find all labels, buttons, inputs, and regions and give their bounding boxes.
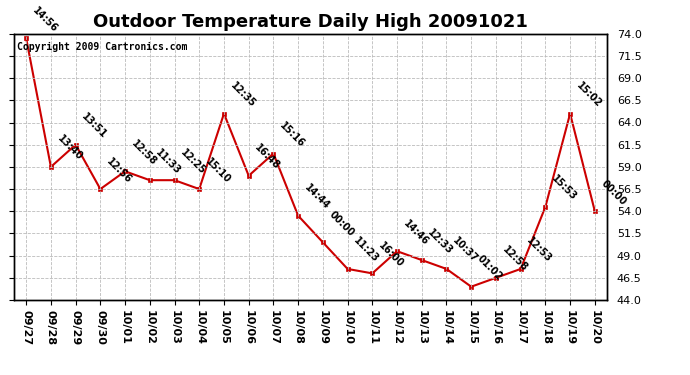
Text: 11:23: 11:23 (352, 236, 381, 265)
Text: 13:51: 13:51 (80, 111, 109, 141)
Text: 12:58: 12:58 (500, 244, 529, 274)
Text: 11:33: 11:33 (154, 147, 183, 176)
Text: 13:40: 13:40 (55, 134, 84, 163)
Text: 16:48: 16:48 (253, 142, 282, 172)
Text: 00:00: 00:00 (327, 209, 356, 238)
Text: 12:56: 12:56 (104, 156, 133, 185)
Text: 14:46: 14:46 (401, 218, 430, 247)
Text: 15:53: 15:53 (549, 174, 578, 202)
Title: Outdoor Temperature Daily High 20091021: Outdoor Temperature Daily High 20091021 (93, 13, 528, 31)
Text: 12:25: 12:25 (179, 147, 208, 176)
Text: 01:02: 01:02 (475, 254, 504, 282)
Text: 16:00: 16:00 (377, 240, 406, 269)
Text: 15:16: 15:16 (277, 120, 306, 149)
Text: 12:35: 12:35 (228, 81, 257, 110)
Text: 14:56: 14:56 (30, 5, 59, 34)
Text: 15:10: 15:10 (204, 156, 233, 185)
Text: 12:58: 12:58 (129, 138, 158, 167)
Text: 10:37: 10:37 (451, 236, 480, 265)
Text: 14:44: 14:44 (302, 183, 331, 212)
Text: 12:33: 12:33 (426, 227, 455, 256)
Text: 00:00: 00:00 (599, 178, 628, 207)
Text: 12:53: 12:53 (525, 236, 554, 265)
Text: Copyright 2009 Cartronics.com: Copyright 2009 Cartronics.com (17, 42, 187, 52)
Text: 15:02: 15:02 (574, 81, 603, 110)
